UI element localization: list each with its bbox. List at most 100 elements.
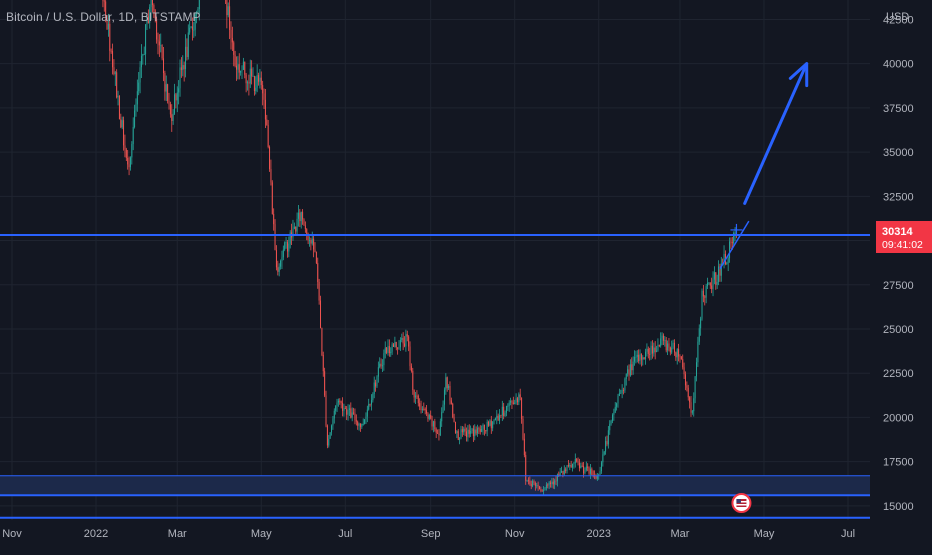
candle-body — [186, 46, 188, 58]
candle-body — [668, 343, 670, 348]
candle-body — [398, 347, 400, 349]
candle-body — [240, 70, 242, 73]
candle-body — [383, 353, 385, 366]
candle-body — [606, 441, 608, 445]
candle-body — [583, 465, 585, 474]
candle-body — [726, 262, 728, 265]
candle-body — [689, 397, 691, 403]
candle-body — [405, 334, 407, 347]
candle-body — [284, 242, 286, 250]
axes[interactable]: USD1500017500200002250025000275003000032… — [2, 11, 932, 540]
projection-arrow-layer[interactable] — [719, 62, 809, 270]
candle-body — [559, 472, 561, 476]
candle-body — [638, 354, 640, 362]
candle-body — [550, 482, 552, 485]
candle-body — [249, 68, 251, 84]
candle-body — [252, 76, 254, 77]
candle-body — [417, 395, 419, 404]
candle-body — [467, 429, 469, 437]
y-tick-label: 22500 — [883, 368, 914, 380]
candle-body — [300, 211, 302, 222]
candle-body — [609, 423, 611, 431]
candle-body — [280, 260, 282, 267]
candle-body — [121, 120, 123, 128]
candle-body — [694, 376, 696, 399]
candle-body — [649, 353, 651, 355]
y-tick-label: 32500 — [883, 191, 914, 203]
candle-body — [335, 406, 337, 411]
candle-body — [494, 418, 496, 421]
candle-body — [318, 281, 320, 301]
candle-body — [727, 258, 729, 263]
candle-body — [157, 39, 159, 42]
candle-body — [135, 104, 137, 111]
candle-body — [470, 431, 472, 434]
candle-body — [669, 347, 671, 353]
candle-body — [167, 84, 169, 101]
demand-zone-layer — [0, 475, 870, 495]
candle-body — [591, 468, 593, 476]
horizontal-lines[interactable] — [0, 233, 870, 519]
candle-body — [391, 344, 393, 352]
candle-body — [547, 484, 549, 486]
candle-body — [627, 369, 629, 374]
candle-body — [617, 395, 619, 404]
candle-body — [635, 356, 637, 358]
candle-body — [171, 114, 173, 122]
x-tick-label: May — [251, 528, 272, 540]
candle-body — [347, 409, 349, 415]
candle-body — [311, 238, 313, 244]
candle-body — [307, 235, 309, 241]
candle-body — [426, 410, 428, 414]
candle-body — [362, 423, 364, 425]
candle-body — [672, 342, 674, 348]
candle-body — [329, 432, 331, 439]
candle-body — [543, 490, 545, 492]
candle-body — [468, 429, 470, 434]
candles[interactable] — [24, 0, 737, 495]
candle-body — [577, 461, 579, 463]
candle-body — [259, 77, 261, 82]
candle-body — [408, 336, 410, 347]
candle-body — [103, 0, 105, 2]
y-tick-label: 40000 — [883, 59, 914, 71]
candle-body — [174, 94, 176, 114]
candle-body — [244, 61, 246, 75]
candle-body — [153, 5, 155, 11]
candle-body — [530, 484, 532, 487]
candle-body — [266, 119, 268, 125]
candle-body — [264, 99, 266, 120]
candle-body — [242, 61, 244, 70]
candle-body — [708, 282, 710, 284]
candle-body — [326, 425, 328, 446]
candle-body — [142, 54, 144, 56]
candle-body — [361, 424, 363, 427]
candle-body — [499, 415, 501, 421]
candle-body — [500, 415, 502, 416]
candle-body — [376, 376, 378, 387]
candle-body — [465, 431, 467, 437]
candle-body — [696, 362, 698, 377]
candle-body — [691, 411, 693, 413]
candle-body — [120, 119, 122, 128]
candle-body — [581, 465, 583, 467]
candle-body — [336, 402, 338, 407]
candle-body — [544, 488, 546, 491]
candle-body — [457, 431, 459, 440]
candle-body — [285, 242, 287, 243]
candle-body — [541, 490, 543, 492]
candle-body — [180, 67, 182, 70]
candle-body — [450, 400, 452, 404]
candle-body — [536, 485, 538, 487]
symbol-title[interactable]: Bitcoin / U.S. Dollar, 1D, BITSTAMP — [6, 10, 201, 24]
candle-body — [431, 418, 433, 427]
y-tick-label: 35000 — [883, 147, 914, 159]
candle-body — [660, 338, 662, 346]
candle-body — [419, 403, 421, 407]
candle-body — [662, 335, 664, 341]
candle-body — [346, 408, 348, 415]
x-tick-label: Jul — [841, 528, 855, 540]
candle-body — [423, 408, 425, 410]
